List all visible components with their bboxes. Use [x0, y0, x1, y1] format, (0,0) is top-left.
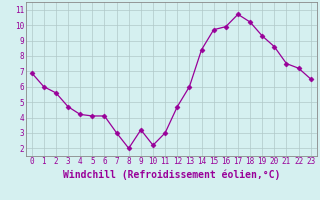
X-axis label: Windchill (Refroidissement éolien,°C): Windchill (Refroidissement éolien,°C) [62, 169, 280, 180]
